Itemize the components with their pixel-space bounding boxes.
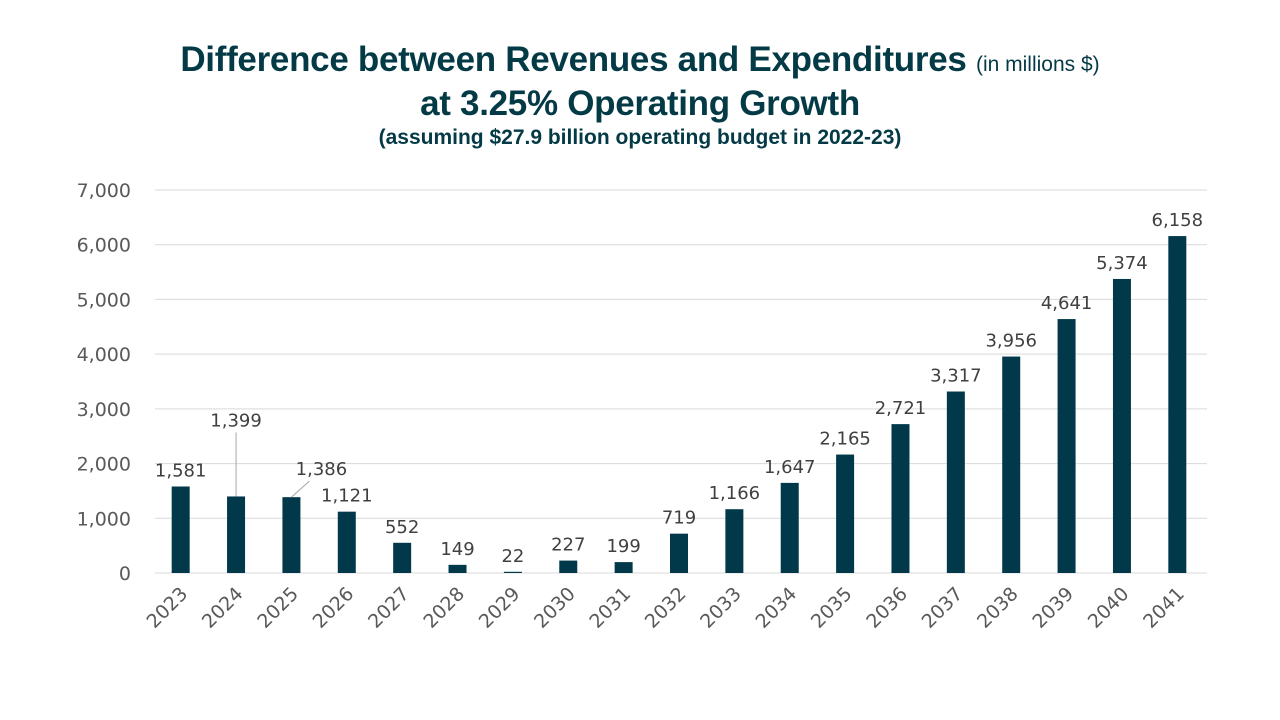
data-label: 1,647 <box>764 457 816 478</box>
data-label: 3,956 <box>985 331 1037 352</box>
y-tick-label: 7,000 <box>77 180 131 202</box>
chart-title-line1: Difference between Revenues and Expendit… <box>0 40 1280 85</box>
data-label: 1,166 <box>709 483 761 504</box>
bar-2030 <box>559 560 578 573</box>
x-tick-label: 2040 <box>1084 583 1134 633</box>
data-label: 5,374 <box>1096 253 1148 274</box>
x-tick-label: 2038 <box>973 583 1023 633</box>
y-tick-label: 4,000 <box>77 344 131 366</box>
y-tick-label: 2,000 <box>77 454 131 476</box>
x-tick-label: 2031 <box>585 583 635 633</box>
x-tick-label: 2029 <box>475 583 525 633</box>
bar-2034 <box>780 482 799 573</box>
x-tick-label: 2026 <box>309 583 359 633</box>
data-label: 719 <box>662 508 696 529</box>
data-label: 1,581 <box>155 460 207 481</box>
x-tick-label: 2027 <box>364 583 414 633</box>
bar-2037 <box>946 391 965 573</box>
data-label: 1,386 <box>296 459 348 480</box>
data-label: 2,721 <box>875 398 927 419</box>
data-labels: 1,581 1,399 1,386 1,121 552 149 22 227 199 719 1,1… <box>155 210 1203 567</box>
x-tick-label: 2025 <box>253 583 303 633</box>
x-tick-label: 2023 <box>142 583 192 633</box>
chart-title-unit: (in millions $) <box>975 53 1100 76</box>
x-tick-label: 2030 <box>530 583 580 633</box>
bar-2040 <box>1112 278 1131 573</box>
data-label: 552 <box>385 517 419 538</box>
x-tick-label: 2039 <box>1028 583 1078 633</box>
bar-2024 <box>227 496 246 573</box>
bar-2026 <box>337 511 356 573</box>
leader-line <box>291 480 310 498</box>
bar-2039 <box>1057 319 1076 573</box>
bar-2028 <box>448 564 467 573</box>
y-tick-label: 1,000 <box>77 508 131 530</box>
data-label: 4,641 <box>1041 293 1093 314</box>
x-tick-label: 2036 <box>862 583 912 633</box>
bar-2038 <box>1002 356 1021 573</box>
bar-2023 <box>171 486 190 573</box>
x-tick-label: 2041 <box>1139 583 1189 633</box>
y-tick-label: 3,000 <box>77 399 131 421</box>
x-axis: 2023 2024 2025 2026 2027 2028 2029 2030 2031 2032… <box>142 583 1188 633</box>
bar-2032 <box>670 533 688 573</box>
chart-title-line2: at 3.25% Operating Growth <box>420 84 860 123</box>
data-label: 1,399 <box>210 410 262 431</box>
bar-2029 <box>503 571 522 573</box>
chart-title-block: Difference between Revenues and Expendit… <box>0 40 1280 153</box>
data-label: 2,165 <box>819 429 871 450</box>
bar-2027 <box>393 542 412 573</box>
x-tick-label: 2028 <box>419 583 469 633</box>
bar-2033 <box>725 509 744 573</box>
x-tick-label: 2024 <box>198 583 248 633</box>
data-label: 22 <box>501 546 524 567</box>
bar-2041 <box>1168 236 1187 573</box>
y-tick-label: 5,000 <box>77 289 131 311</box>
data-label: 1,121 <box>321 486 373 507</box>
x-tick-label: 2037 <box>918 583 968 633</box>
bar-2035 <box>836 454 855 573</box>
chart-subtitle: (assuming $27.9 billion operating budget… <box>378 126 902 149</box>
data-label: 149 <box>440 539 474 560</box>
chart-title-main: Difference between Revenues and Expendit… <box>180 40 967 79</box>
y-tick-label: 0 <box>119 563 131 585</box>
bar-2025 <box>282 497 301 573</box>
x-tick-label: 2034 <box>752 583 802 633</box>
y-tick-label: 6,000 <box>77 235 131 257</box>
data-label: 199 <box>606 536 640 557</box>
data-label: 227 <box>551 535 585 556</box>
bar-2031 <box>614 562 633 573</box>
data-label: 6,158 <box>1152 210 1204 231</box>
bars <box>171 236 1187 573</box>
data-label: 3,317 <box>930 366 982 387</box>
bar-2036 <box>891 424 910 573</box>
y-axis: 0 1,000 2,000 3,000 4,000 5,000 6,000 7,000 <box>77 180 131 585</box>
x-tick-label: 2032 <box>641 583 691 633</box>
x-tick-label: 2035 <box>807 583 857 633</box>
x-tick-label: 2033 <box>696 583 746 633</box>
